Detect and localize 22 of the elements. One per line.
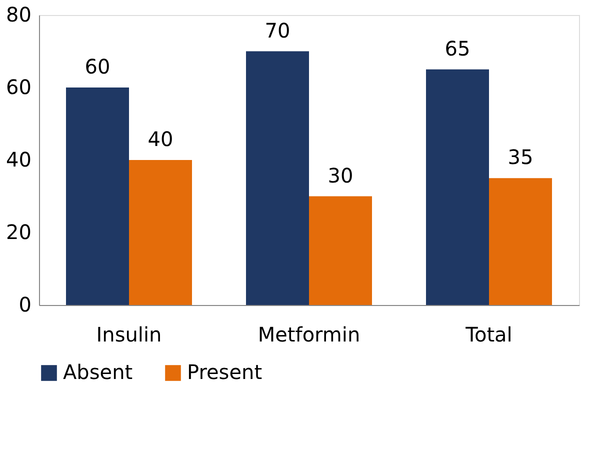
bar xyxy=(426,69,489,305)
bar xyxy=(129,160,192,305)
bar xyxy=(246,51,309,305)
bar xyxy=(309,196,372,305)
bar xyxy=(66,88,129,305)
y-tick-label: 20 xyxy=(6,220,32,244)
x-tick-label: Metformin xyxy=(258,322,360,346)
y-tick-label: 80 xyxy=(6,2,32,26)
legend-label: Present xyxy=(187,360,262,384)
data-label: 65 xyxy=(444,36,470,60)
data-label: 60 xyxy=(84,54,110,78)
data-label: 70 xyxy=(264,18,290,42)
data-label: 40 xyxy=(148,127,174,151)
data-label: 30 xyxy=(328,163,354,188)
y-tick-label: 40 xyxy=(6,148,32,172)
x-tick-label: Total xyxy=(464,322,512,346)
legend-label: Absent xyxy=(63,360,133,384)
y-tick-label: 0 xyxy=(18,292,32,316)
bar xyxy=(489,178,552,305)
y-tick-label: 60 xyxy=(6,75,32,99)
data-label: 35 xyxy=(508,145,534,170)
x-tick-label: Insulin xyxy=(96,322,162,346)
